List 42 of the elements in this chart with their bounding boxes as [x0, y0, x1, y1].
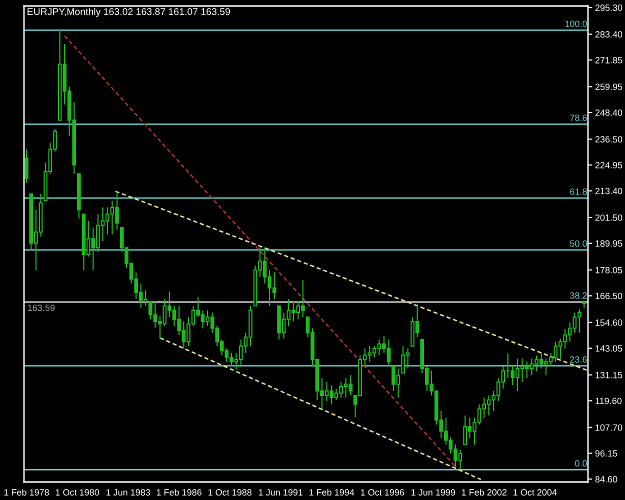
y-tick-label: 178.05 [596, 266, 622, 274]
x-tick-label: 1 Jun 1999 [412, 489, 456, 496]
y-tick-label: 107.70 [596, 424, 622, 431]
y-tick-label: 143.05 [596, 345, 622, 352]
annotation: 78.6 [570, 114, 587, 121]
y-tick-label: 259.95 [595, 84, 622, 90]
y-tick-label: 154.60 [596, 319, 622, 326]
y-tick-label: 213.40 [595, 188, 622, 194]
y-tick-label: 96.15 [595, 450, 618, 457]
y-tick-label: 248.40 [595, 109, 622, 116]
y-tick-label: 201.50 [595, 214, 622, 221]
candlestick [582, 301, 586, 309]
annotation: 0.0 [575, 460, 587, 467]
candlestick [77, 173, 81, 220]
y-tick-label: 224.95 [595, 162, 622, 168]
y-tick-label: 271.85 [595, 57, 622, 64]
x-tick-label: 1 Jun 1983 [106, 489, 150, 496]
x-tick-label: 1 Oct 1988 [208, 489, 252, 496]
x-tick-label: 1 Jun 1991 [258, 489, 303, 496]
y-tick-label: 295.30 [595, 4, 622, 11]
chart-title: EURJPY,Monthly 163.02 163.87 161.07 163.59 [28, 8, 230, 17]
y-tick-label: 236.50 [595, 136, 622, 143]
ref-line-label: 163.59 [28, 304, 55, 312]
x-tick-label: 1 Oct 1996 [360, 489, 404, 496]
y-tick-label: 166.50 [596, 292, 622, 300]
x-tick-label: 1 Feb 1986 [156, 488, 202, 496]
annotation: 61.8 [570, 188, 587, 195]
annotation: 50.0 [570, 240, 587, 247]
x-tick-label: 1 Feb 1978 [4, 488, 49, 496]
y-tick-label: 283.40 [595, 31, 622, 38]
annotation: 100.0 [565, 20, 587, 27]
y-tick-label: 131.15 [596, 372, 622, 378]
x-tick-label: 1 Feb 1994 [309, 488, 354, 496]
y-tick-label: 119.60 [596, 398, 622, 404]
annotation: 38.2 [570, 292, 587, 299]
y-tick-label: 189.95 [596, 240, 622, 247]
y-tick-label: 84.60 [595, 476, 618, 482]
x-tick-label: 1 Oct 2004 [514, 489, 557, 496]
x-tick-label: 1 Oct 1980 [56, 489, 100, 496]
x-tick-label: 1 Feb 2002 [462, 488, 507, 496]
annotation: 23.6 [570, 356, 587, 363]
candlestick [24, 148, 28, 184]
